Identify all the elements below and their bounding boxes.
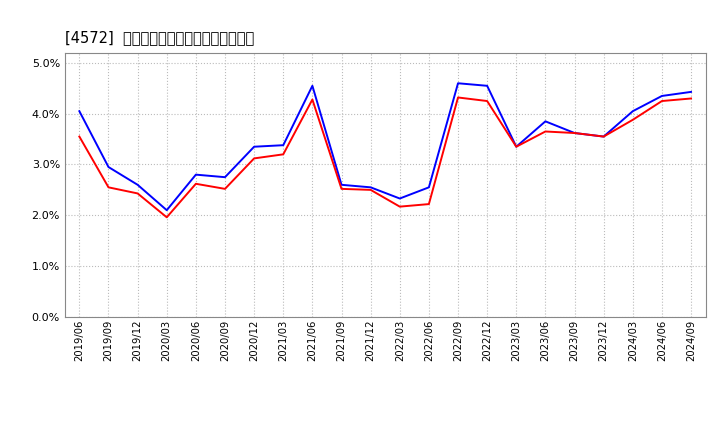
固定比率 <box>454 81 462 86</box>
Line: 固定長期適合率: 固定長期適合率 <box>79 98 691 217</box>
固定長期適合率 <box>425 202 433 207</box>
固定比率 <box>133 182 142 187</box>
固定長期適合率 <box>541 129 550 134</box>
固定比率 <box>75 109 84 114</box>
固定比率 <box>337 182 346 187</box>
固定長期適合率 <box>337 186 346 191</box>
固定長期適合率 <box>395 204 404 209</box>
固定長期適合率 <box>657 99 666 104</box>
固定比率 <box>425 185 433 190</box>
固定比率 <box>483 83 492 88</box>
固定比率 <box>163 208 171 213</box>
固定比率 <box>599 134 608 139</box>
固定長期適合率 <box>366 187 375 193</box>
固定長期適合率 <box>629 117 637 122</box>
固定長期適合率 <box>163 215 171 220</box>
固定比率 <box>366 185 375 190</box>
固定比率 <box>308 83 317 88</box>
固定比率 <box>570 130 579 136</box>
固定長期適合率 <box>104 185 113 190</box>
固定比率 <box>629 109 637 114</box>
固定長期適合率 <box>250 156 258 161</box>
固定比率 <box>279 143 287 148</box>
Line: 固定比率: 固定比率 <box>79 83 691 210</box>
固定長期適合率 <box>75 134 84 139</box>
固定長期適合率 <box>512 144 521 149</box>
固定比率 <box>192 172 200 177</box>
固定長期適合率 <box>570 130 579 136</box>
固定長期適合率 <box>279 152 287 157</box>
固定比率 <box>250 144 258 149</box>
固定長期適合率 <box>599 134 608 139</box>
固定比率 <box>395 196 404 201</box>
固定長期適合率 <box>454 95 462 100</box>
固定長期適合率 <box>220 186 229 191</box>
固定長期適合率 <box>687 96 696 101</box>
固定長期適合率 <box>308 97 317 102</box>
固定長期適合率 <box>133 191 142 196</box>
固定比率 <box>220 175 229 180</box>
固定長期適合率 <box>483 99 492 104</box>
固定比率 <box>104 165 113 170</box>
固定比率 <box>657 93 666 99</box>
Text: [4572]  固定比率、固定長期適合率の推移: [4572] 固定比率、固定長期適合率の推移 <box>65 29 254 45</box>
固定比率 <box>541 119 550 124</box>
固定比率 <box>687 89 696 95</box>
固定比率 <box>512 144 521 149</box>
固定長期適合率 <box>192 181 200 187</box>
